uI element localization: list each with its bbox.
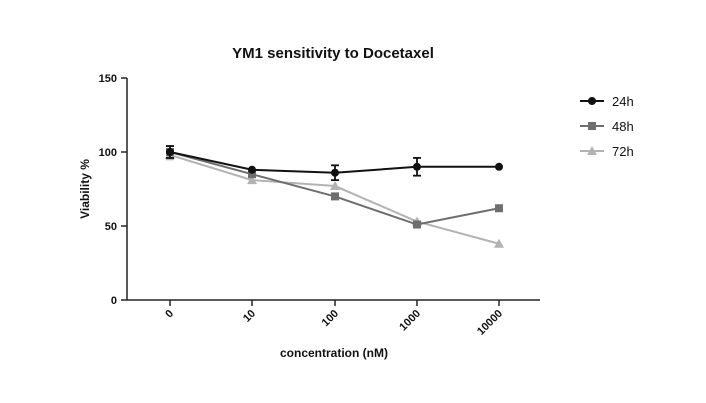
x-tick-label: 10000 (475, 308, 505, 338)
data-point (248, 170, 256, 179)
data-point (495, 162, 503, 171)
data-point (495, 204, 503, 213)
y-tick-label: 100 (99, 147, 117, 159)
x-tick-label: 10 (241, 308, 258, 325)
x-tick-label: 100 (320, 308, 341, 329)
data-point (331, 192, 339, 201)
x-tick-label: 1000 (397, 308, 423, 334)
series-layer (165, 145, 504, 248)
chart-title: YM1 sensitivity to Docetaxel (232, 45, 434, 62)
data-point (330, 181, 340, 191)
legend-swatch-marker (588, 97, 596, 105)
legend-label: 48h (612, 119, 634, 134)
legend-swatch-marker (588, 122, 596, 130)
legend-label: 72h (612, 144, 634, 159)
data-point (166, 148, 174, 156)
legend-item-24h: 24h (580, 94, 634, 109)
y-axis-label: Viability % (78, 159, 92, 219)
y-tick-label: 150 (99, 73, 117, 85)
y-tick-label: 50 (105, 221, 117, 233)
data-point (413, 220, 421, 229)
legend-label: 24h (612, 94, 634, 109)
y-tick-label: 0 (111, 295, 117, 307)
legend-item-48h: 48h (580, 119, 634, 134)
legend: 24h 48h 72h (580, 94, 634, 159)
data-point (413, 162, 421, 171)
data-point (248, 165, 256, 174)
data-point (494, 238, 504, 248)
legend-item-72h: 72h (580, 144, 634, 159)
x-axis-label: concentration (nM) (280, 346, 388, 360)
legend-swatch-marker (587, 146, 597, 155)
x-ticks: 0 10 100 1000 10000 (163, 300, 505, 338)
data-point (331, 168, 339, 177)
y-ticks: 0 50 100 150 (99, 73, 127, 307)
x-tick-label: 0 (163, 308, 176, 321)
series-24h (166, 145, 503, 182)
data-point (247, 175, 257, 185)
